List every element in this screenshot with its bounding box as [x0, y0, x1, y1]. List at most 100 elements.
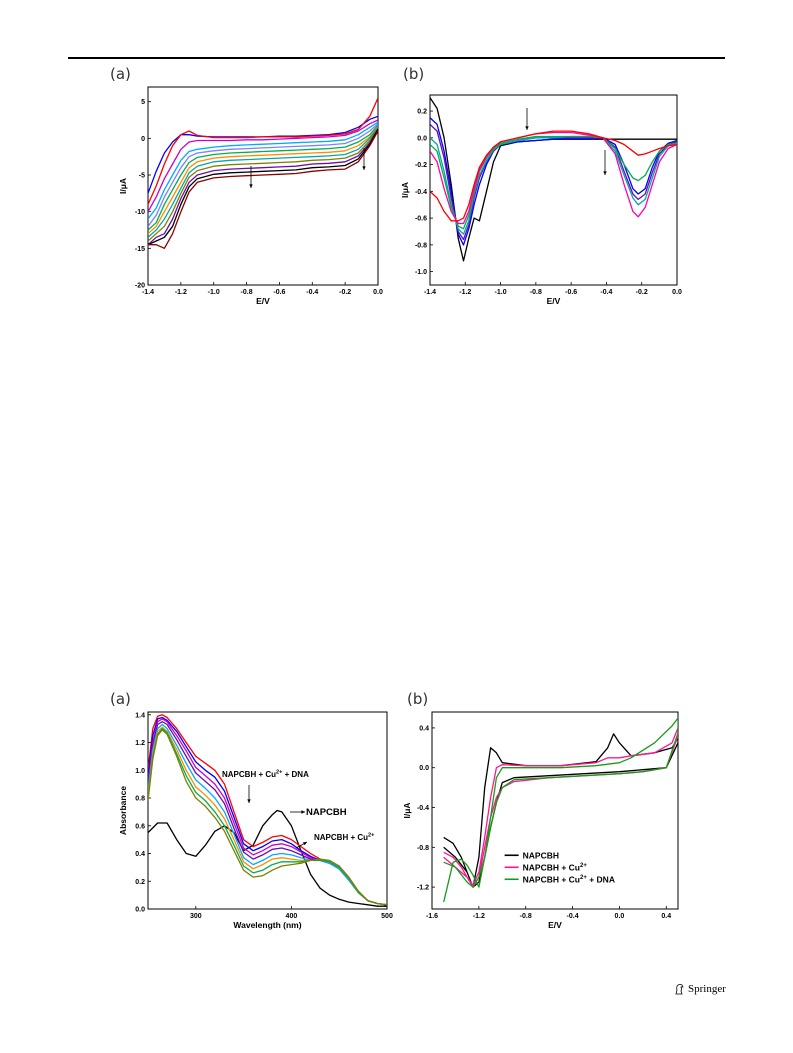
- annotation-label: NAPCBH: [306, 807, 347, 818]
- y-tick-label: -0.4: [415, 189, 427, 196]
- series-line: [148, 123, 378, 227]
- header-rule: [68, 57, 725, 59]
- annotation-label: NAPCBH + Cu2+ + DNA: [222, 770, 309, 780]
- annotation-arrowhead: [362, 166, 366, 170]
- publisher-name: Springer: [688, 983, 726, 995]
- series-line: [430, 135, 677, 230]
- y-tick-label: 0.8: [135, 796, 145, 803]
- legend-entry: NAPCBH: [523, 850, 559, 860]
- y-tick-label: 0.4: [135, 851, 145, 858]
- fig1a-chart: (a) -1.4 -1.2 -1.0 -0.8 -0.6 -0.4 -0.2 0.0 -20 -15…: [110, 65, 383, 306]
- y-tick-label: -1.2: [417, 885, 429, 892]
- y-tick-label: 0: [141, 136, 145, 143]
- y-tick-label: 0.4: [419, 725, 429, 732]
- panel-label: (a): [110, 690, 131, 708]
- y-tick-label: 0.0: [135, 907, 145, 914]
- series-line: [148, 115, 378, 194]
- fig2a-chart: (a) 300 400 500 0.0 0.2 0.4 0.6 0.8 1.0 1.2 1.4 Wave…: [110, 690, 393, 930]
- panel-label: (b): [407, 690, 428, 708]
- x-tick-label: -0.4: [306, 289, 318, 296]
- y-tick-label: -10: [135, 209, 145, 216]
- x-tick-label: -0.8: [530, 289, 542, 296]
- series-line: [148, 726, 387, 906]
- springer-horse-icon: [675, 984, 684, 995]
- y-axis-title: Absorbance: [118, 786, 128, 835]
- x-tick-label: 0.4: [661, 913, 671, 920]
- annotation-label: NAPCBH + Cu2+: [314, 833, 375, 843]
- series-line: [148, 721, 387, 906]
- plot-frame: [147, 711, 388, 910]
- x-tick-label: 0.0: [672, 289, 682, 296]
- y-tick-label: -0.2: [415, 162, 427, 169]
- series-line: [148, 130, 378, 249]
- y-tick-label: -5: [139, 173, 145, 180]
- series-line: [430, 117, 677, 246]
- y-tick-label: -0.4: [417, 805, 429, 812]
- series-line: [148, 126, 378, 235]
- x-tick-label: -1.4: [142, 289, 154, 296]
- legend-entry: NAPCBH + Cu2+: [523, 862, 588, 872]
- series-line: [443, 717, 678, 903]
- series-line: [148, 119, 378, 213]
- y-tick-label: -1.0: [415, 269, 427, 276]
- y-axis-title: I/μA: [118, 178, 128, 194]
- x-tick-label: 400: [286, 913, 298, 920]
- x-tick-label: 300: [190, 913, 202, 920]
- plot-frame: [429, 94, 678, 286]
- series-line: [148, 124, 378, 231]
- x-tick-label: -0.4: [600, 289, 612, 296]
- series-line: [148, 729, 387, 906]
- x-tick-label: 0.0: [373, 289, 383, 296]
- x-tick-label: -0.4: [567, 913, 579, 920]
- plot-frame: [147, 86, 379, 286]
- x-axis-title: E/V: [256, 296, 270, 306]
- panel-label: (b): [403, 65, 424, 83]
- y-tick-label: 0.0: [417, 135, 427, 142]
- series-line: [148, 723, 387, 906]
- x-tick-label: -0.8: [520, 913, 532, 920]
- y-tick-label: -20: [135, 283, 145, 290]
- x-tick-label: -1.2: [459, 289, 471, 296]
- y-tick-label: 1.2: [135, 740, 145, 747]
- series-line: [430, 130, 677, 222]
- y-tick-label: 1.0: [135, 768, 145, 775]
- y-tick-label: -15: [135, 246, 145, 253]
- series-line: [148, 716, 387, 906]
- x-tick-label: -0.2: [339, 289, 351, 296]
- series-line: [148, 129, 378, 246]
- fig1b-chart: (b) -1.4 -1.2 -1.0 -0.8 -0.6 -0.4 -0.2 0.0 -1.0 -0…: [400, 65, 682, 306]
- x-tick-label: -1.0: [495, 289, 507, 296]
- series-line: [148, 718, 387, 906]
- y-tick-label: 0.6: [135, 823, 145, 830]
- annotation-arrowhead: [303, 842, 307, 846]
- x-tick-label: 0.0: [615, 913, 625, 920]
- plot-frame: [431, 711, 679, 910]
- legend-entry: NAPCBH + Cu2+ + DNA: [523, 874, 615, 884]
- series-line: [148, 97, 378, 205]
- x-tick-label: -1.6: [426, 913, 438, 920]
- y-axis-title: I/μA: [402, 802, 412, 818]
- series-line: [148, 727, 387, 906]
- y-tick-label: 0.2: [417, 109, 427, 116]
- x-axis-title: Wavelength (nm): [233, 920, 301, 930]
- x-tick-label: -1.2: [175, 289, 187, 296]
- annotation-arrowhead: [603, 171, 607, 175]
- panel-label: (a): [110, 65, 131, 83]
- y-tick-label: 0.0: [419, 765, 429, 772]
- x-tick-label: 500: [381, 913, 393, 920]
- fig2b-chart: (b) -1.6 -1.2 -0.8 -0.4 0.0 0.4 -1.2 -0.8 -0.4 0.0…: [402, 690, 679, 930]
- series-line: [148, 121, 378, 220]
- y-tick-label: 1.4: [135, 712, 145, 719]
- series-line: [148, 809, 387, 907]
- annotation-arrowhead: [249, 184, 253, 188]
- series-line: [430, 135, 677, 235]
- y-axis-title: I/μA: [400, 182, 410, 198]
- x-tick-label: -0.2: [636, 289, 648, 296]
- publisher-footer: Springer: [674, 980, 734, 1000]
- x-axis-title: E/V: [547, 296, 561, 306]
- y-tick-label: 5: [141, 99, 145, 106]
- annotation-arrowhead: [247, 799, 251, 803]
- annotation-arrowhead: [525, 126, 529, 130]
- x-tick-label: -0.8: [241, 289, 253, 296]
- x-tick-label: -1.2: [473, 913, 485, 920]
